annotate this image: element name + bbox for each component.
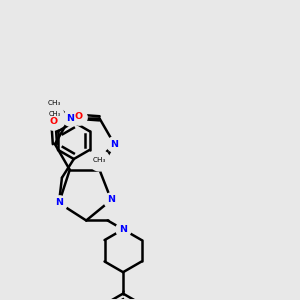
Text: N: N xyxy=(55,199,63,208)
Text: CH₃: CH₃ xyxy=(48,100,61,106)
Text: N: N xyxy=(119,225,127,234)
Text: CH₃: CH₃ xyxy=(92,157,106,163)
Text: N: N xyxy=(110,140,118,148)
Text: N: N xyxy=(66,114,74,123)
Text: O: O xyxy=(49,117,58,126)
Text: N: N xyxy=(107,195,115,204)
Text: CH₃: CH₃ xyxy=(49,111,61,117)
Text: O: O xyxy=(75,112,83,121)
